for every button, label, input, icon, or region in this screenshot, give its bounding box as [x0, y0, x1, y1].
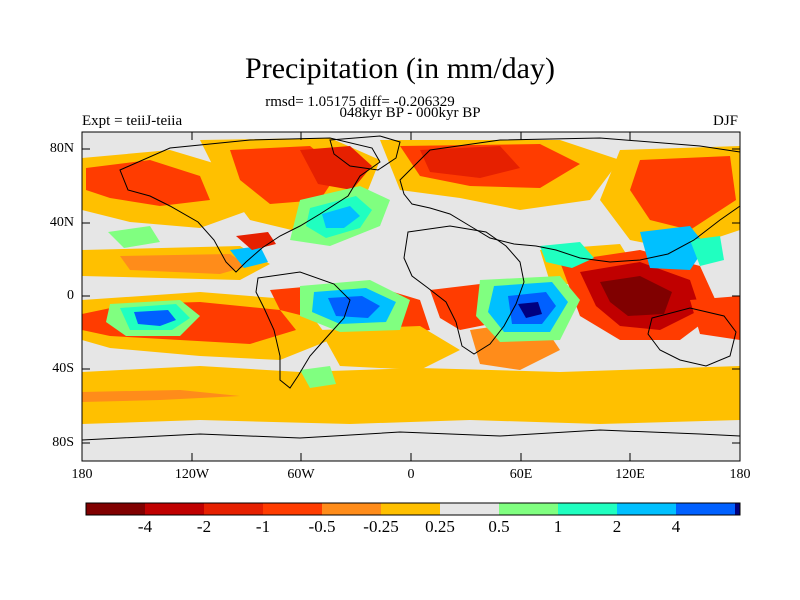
lat-label-80n: 80N: [49, 141, 74, 156]
eurasia-outline: [399, 137, 740, 263]
south-atlantic-dry: [320, 326, 460, 370]
colorbar-label: 0.5: [488, 517, 510, 536]
lat-label-80s: 80S: [52, 435, 74, 450]
labrador-dry: [300, 146, 372, 190]
experiment-label: Expt = teiiJ-teiia: [82, 113, 183, 129]
colorbar-swatch: [263, 503, 322, 515]
colorbar-label: 2: [612, 517, 622, 536]
axis-ticks: [81, 132, 741, 461]
colorbar-label: -4: [137, 517, 153, 536]
africa-outline: [403, 225, 525, 355]
north-atlantic-wet-inner: [322, 206, 360, 228]
colorbar-swatch: [322, 503, 381, 515]
west-pacific-dry: [690, 296, 740, 340]
lat-label-eq: 0: [67, 288, 74, 303]
australia-outline: [647, 307, 737, 367]
greenland-outline: [329, 135, 401, 171]
colorbar-label: -2: [196, 517, 212, 536]
colorbar-swatch: [499, 503, 558, 515]
east-asia-wet-mid: [690, 236, 724, 266]
colorbar-frame: [85, 502, 741, 516]
colorbar-swatch: [617, 503, 676, 515]
period-label: 048kyr BP - 000kyr BP: [339, 105, 481, 121]
plot-title: Precipitation (in mm/day): [245, 52, 555, 85]
north-pacific-wet: [108, 226, 160, 248]
season-label: DJF: [712, 113, 738, 129]
south-america-wet: [300, 366, 336, 388]
maritime-continent-dry-inner: [600, 276, 672, 316]
lon-label-0: 0: [407, 467, 415, 482]
north-america-outline: [119, 137, 381, 273]
lon-label-180e: 180: [729, 467, 751, 482]
colorbar-label: 0.25: [425, 517, 455, 536]
colorbar-swatch: [558, 503, 617, 515]
colorbar-swatch: [440, 503, 499, 515]
southern-ocean-dry-band: [82, 366, 740, 424]
rmsd-diff-stats: rmsd= 1.05175 diff= -0.206329: [265, 94, 455, 110]
colorbar-swatch: [735, 503, 740, 515]
colorbar: [85, 502, 741, 516]
precipitation-field: [82, 132, 740, 461]
colorbar-swatch: [86, 503, 145, 515]
colorbar-swatch: [676, 503, 735, 515]
coastlines: [82, 135, 740, 441]
india-wet: [540, 242, 594, 268]
colorbar-label: -1: [255, 517, 271, 536]
south-america-outline: [255, 271, 351, 389]
southern-ocean-dry-core: [82, 390, 240, 402]
east-asia-dry-core: [630, 156, 736, 230]
tropical-pacific-dry-core: [120, 254, 248, 274]
colorbar-label: -0.25: [363, 517, 399, 536]
colorbar-label: 4: [671, 517, 681, 536]
north-pacific-dry-core: [86, 160, 210, 206]
antarctica-outline: [82, 429, 740, 441]
lat-label-40s: 40S: [52, 361, 74, 376]
colorbar-swatch: [145, 503, 204, 515]
south-pacific-wet-core: [134, 310, 176, 326]
lon-label-120e: 120E: [615, 467, 645, 482]
east-asia-wet: [640, 226, 706, 270]
scandinavia-very-dry: [420, 146, 520, 178]
lon-label-60e: 60E: [509, 467, 533, 482]
colorbar-label: 1: [553, 517, 563, 536]
lon-label-60w: 60W: [287, 467, 315, 482]
lon-label-120w: 120W: [174, 467, 210, 482]
lon-label-180w: 180: [71, 467, 93, 482]
africa-wet-inner: [518, 302, 542, 318]
amazon-wet-core: [328, 296, 380, 318]
colorbar-swatch: [381, 503, 440, 515]
colorbar-label: -0.5: [308, 517, 336, 536]
lat-label-40n: 40N: [49, 215, 74, 230]
colorbar-swatch: [204, 503, 263, 515]
